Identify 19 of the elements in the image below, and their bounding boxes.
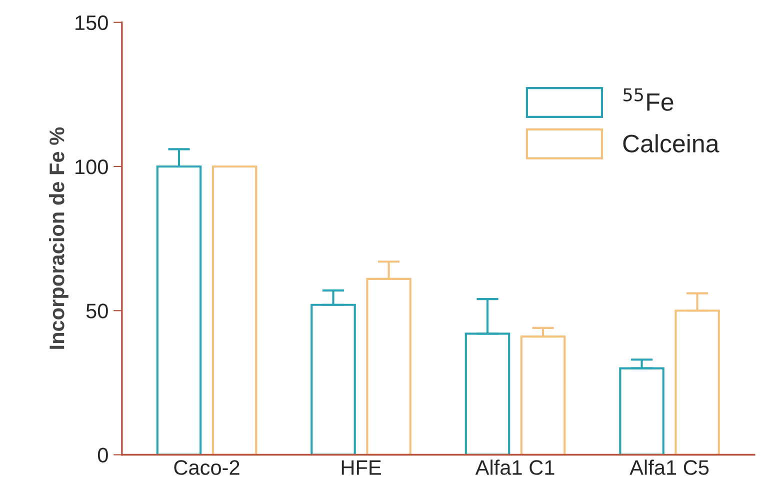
y-tick-label: 150: [76, 15, 108, 30]
y-tick-label: 50: [86, 304, 108, 318]
legend-label: $^{55}$Fe: [624, 88, 674, 111]
x-tick-label: Alfa1 C1: [475, 460, 554, 475]
y-axis-title: Incorporacion de Fe %: [48, 127, 68, 349]
bar: [156, 165, 202, 455]
bar: [366, 278, 412, 455]
bar: [619, 367, 664, 455]
y-tick-label: 0: [98, 448, 108, 463]
bar: [674, 310, 720, 455]
bar: [520, 336, 566, 455]
bar: [310, 304, 356, 455]
x-tick-label: HFE: [342, 460, 381, 475]
bar: [464, 332, 510, 455]
x-tick-label: Alfa1 C5: [630, 460, 709, 475]
bar: [212, 165, 258, 455]
y-tick-label: 100: [76, 159, 108, 174]
legend-label: Calceina: [623, 134, 720, 152]
x-tick-label: Caco-2: [174, 460, 240, 475]
